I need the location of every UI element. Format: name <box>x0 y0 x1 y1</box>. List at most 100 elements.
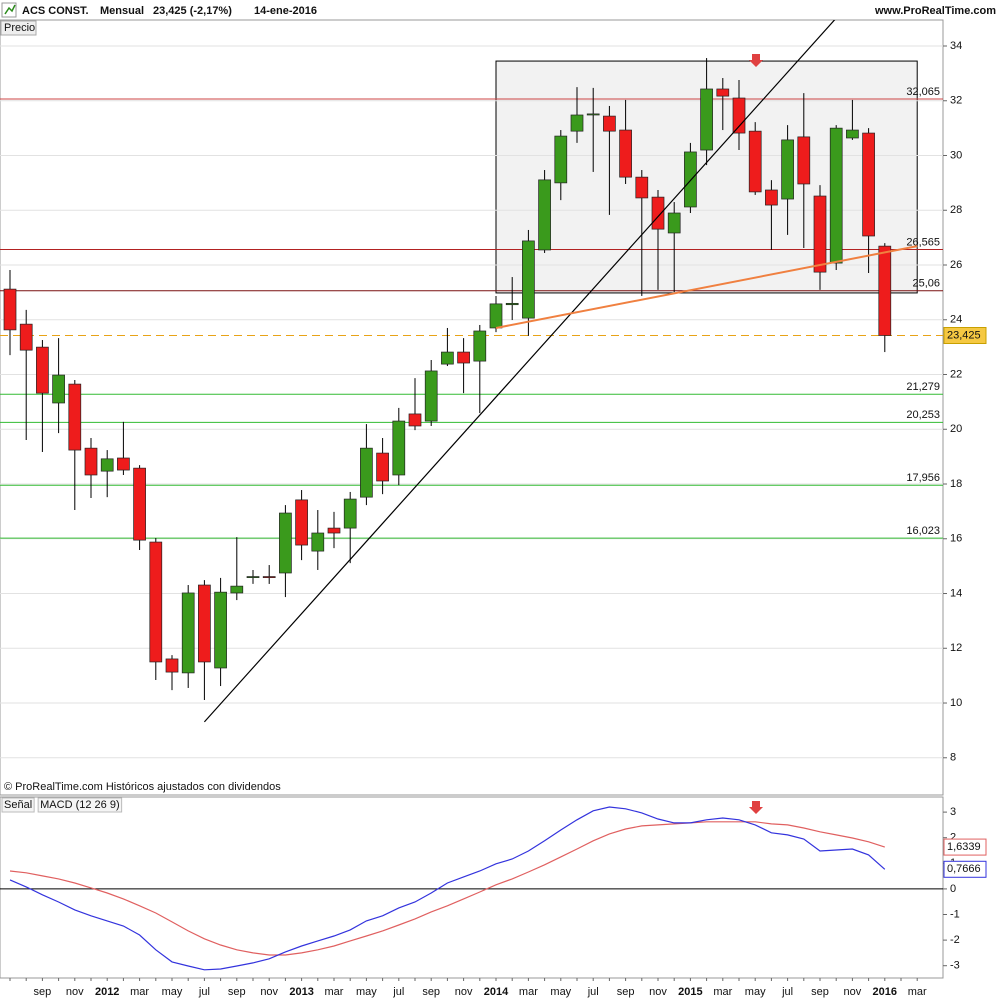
signal-arrow <box>749 801 763 814</box>
y-tick-label: 0 <box>950 883 956 895</box>
quote: 23,425 (-2,17%) <box>153 5 232 17</box>
x-tick-label: sep <box>617 986 635 998</box>
x-tick-label: mar <box>130 986 149 998</box>
candle-body <box>295 499 308 546</box>
x-tick-label: jul <box>198 986 210 998</box>
y-tick-label: 10 <box>950 697 962 709</box>
x-tick-label: may <box>550 986 571 998</box>
period: Mensual <box>100 5 144 17</box>
date: 14-ene-2016 <box>254 5 317 17</box>
candle-body <box>813 195 827 273</box>
level-label: 23,425 <box>947 329 981 341</box>
x-tick-label: mar <box>325 986 344 998</box>
candle-body <box>700 88 713 151</box>
y-tick-label: -3 <box>950 960 960 972</box>
candle-body <box>100 458 114 472</box>
candle-body <box>635 176 649 199</box>
menu-icon[interactable] <box>1 2 17 18</box>
x-tick-label: 2015 <box>678 986 702 998</box>
level-label: 16,023 <box>906 525 940 537</box>
candle-body <box>279 512 292 574</box>
candle-body <box>214 591 227 669</box>
y-tick-label: 2 <box>950 832 956 844</box>
menu-icon-glyph <box>4 4 16 15</box>
candle-body <box>667 212 681 234</box>
x-tick-label: nov <box>455 986 473 998</box>
candle-body <box>68 383 82 451</box>
candle-body <box>846 129 859 139</box>
candle-body <box>262 576 276 578</box>
x-tick-label: may <box>745 986 766 998</box>
signal-arrow <box>749 54 763 67</box>
candle-body <box>489 303 503 329</box>
x-tick-label: jul <box>392 986 404 998</box>
candle-body <box>748 130 762 193</box>
price-panel <box>0 19 944 796</box>
y-tick-label: -1 <box>950 908 960 920</box>
y-tick-label: 3 <box>950 806 956 818</box>
candle-body <box>732 97 746 134</box>
candle-body <box>684 151 697 208</box>
candle-body <box>619 129 632 178</box>
candle-body <box>246 576 260 578</box>
candle-body <box>797 136 811 185</box>
candle-body <box>3 288 17 331</box>
panel-label: Precio <box>4 22 35 34</box>
x-tick-label: mar <box>908 986 927 998</box>
y-tick-label: 14 <box>950 587 962 599</box>
x-tick-label: jul <box>587 986 599 998</box>
x-tick-label: sep <box>422 986 440 998</box>
legend-entry: MACD (12 26 9) <box>40 799 119 811</box>
level-label: 17,956 <box>906 472 940 484</box>
candle-body <box>327 527 341 534</box>
candle-body <box>862 132 875 237</box>
candle-body <box>52 374 65 404</box>
legend-box <box>1 797 35 813</box>
macd-panel <box>0 796 944 979</box>
candle-body <box>781 139 794 200</box>
candle-body <box>554 135 568 184</box>
candle-body <box>165 658 179 673</box>
legend-entry: Señal <box>4 799 32 811</box>
x-tick-label: sep <box>811 986 829 998</box>
x-tick-label: mar <box>519 986 538 998</box>
site: www.ProRealTime.com <box>874 5 996 17</box>
level-label: 25,06 <box>912 278 940 290</box>
candle-body <box>586 113 600 116</box>
x-tick-label: may <box>162 986 183 998</box>
candle-body <box>19 323 33 351</box>
candle-body <box>36 346 49 394</box>
candle-body <box>651 196 665 230</box>
macd-line <box>9 806 886 971</box>
price-plot: 32,065 26,565 25,06 21,279 20,253 17,956 16,02… <box>0 20 943 759</box>
candle-body <box>408 413 422 427</box>
y-tick-label: 26 <box>950 259 962 271</box>
candle-body <box>473 330 487 362</box>
candle-body <box>117 457 130 471</box>
y-tick-label: 16 <box>950 533 962 545</box>
x-tick-label: 2013 <box>289 986 313 998</box>
trend-line <box>495 245 918 329</box>
candle-body <box>765 189 778 206</box>
y-tick-label: 28 <box>950 204 962 216</box>
candle-body <box>538 179 551 251</box>
macd-line <box>9 821 885 956</box>
legend-box <box>37 797 123 813</box>
candle-body <box>505 302 519 306</box>
y-tick-label: 20 <box>950 423 962 435</box>
candle-body <box>181 592 195 674</box>
candle-body <box>441 351 454 365</box>
footnote: © ProRealTime.com Históricos ajustados c… <box>4 781 281 793</box>
y-tick-label: 32 <box>950 95 962 107</box>
x-tick-label: nov <box>260 986 278 998</box>
y-tick-label: 22 <box>950 368 962 380</box>
candle-body <box>878 245 892 336</box>
x-tick-label: sep <box>228 986 246 998</box>
level-label: 26,565 <box>906 236 940 248</box>
x-tick-label: sep <box>34 986 52 998</box>
y-tick-label: 34 <box>950 40 962 52</box>
panel-label-box <box>0 20 37 36</box>
x-tick-label: jul <box>781 986 793 998</box>
candle-body <box>84 447 98 476</box>
